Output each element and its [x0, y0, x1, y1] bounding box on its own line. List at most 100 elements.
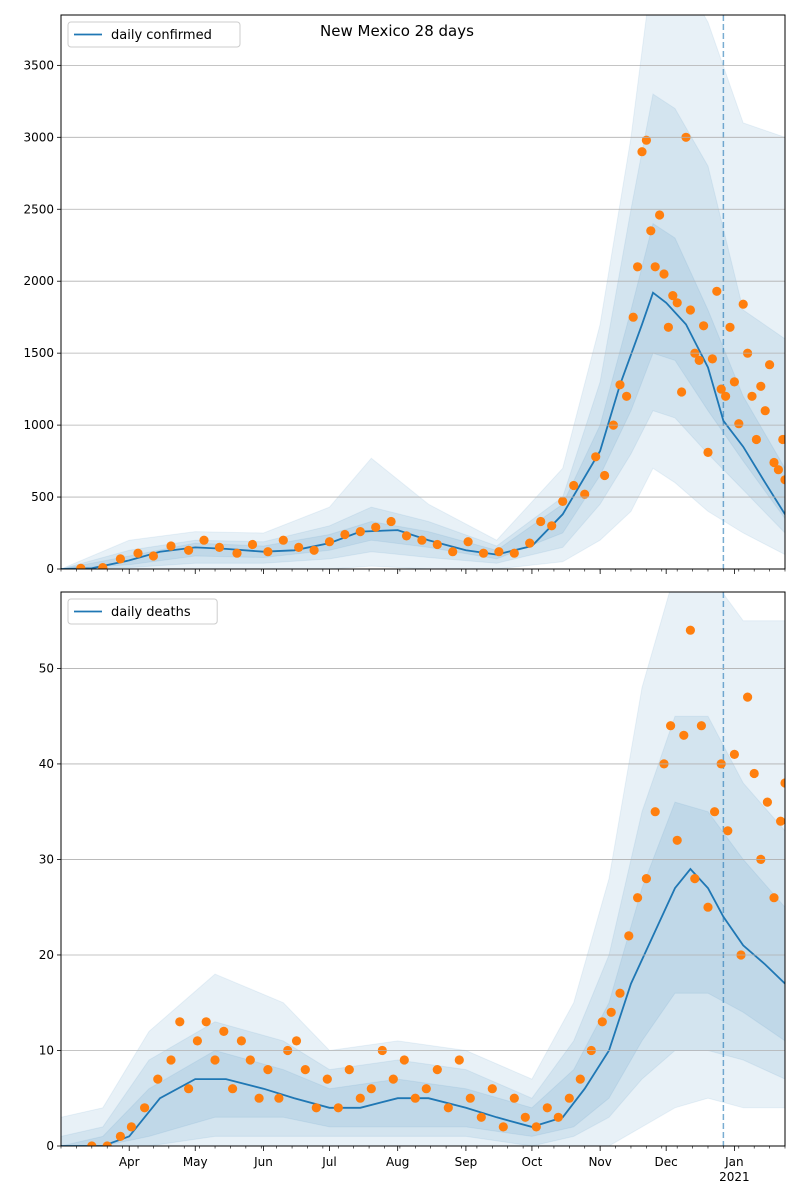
observed-point	[690, 874, 700, 884]
plot-area	[61, 592, 785, 1146]
observed-point	[712, 286, 722, 296]
observed-point	[175, 1017, 185, 1027]
observed-point	[263, 1065, 273, 1075]
observed-point	[710, 807, 720, 817]
observed-point	[531, 1122, 541, 1132]
observed-point	[184, 545, 194, 555]
observed-point	[703, 447, 713, 457]
observed-point	[646, 226, 656, 236]
observed-point	[324, 537, 335, 547]
observed-point	[778, 434, 785, 445]
observed-point	[575, 1074, 585, 1084]
observed-point	[201, 1017, 211, 1027]
observed-point	[655, 210, 665, 220]
observed-point	[153, 1074, 163, 1084]
y-tick-label: 0	[46, 1139, 54, 1153]
observed-point	[371, 522, 381, 532]
observed-point	[606, 1007, 616, 1017]
y-tick-label: 1500	[23, 346, 54, 360]
y-tick-label: 2500	[23, 202, 54, 216]
x-tick-label: Jan	[724, 1155, 744, 1169]
observed-point	[454, 1055, 464, 1065]
observed-point	[536, 516, 546, 527]
observed-point	[679, 730, 689, 740]
observed-point	[641, 135, 652, 145]
observed-point	[747, 391, 757, 401]
observed-point	[333, 1103, 343, 1113]
observed-point	[476, 1112, 486, 1122]
plot-area	[61, 15, 785, 569]
uncertainty-band-0	[61, 15, 785, 569]
observed-point	[448, 547, 458, 557]
observed-point	[760, 406, 770, 416]
observed-point	[278, 535, 288, 545]
observed-point	[300, 1065, 310, 1075]
observed-point	[417, 535, 427, 545]
x-tick-label: Aug	[386, 1155, 409, 1169]
observed-point	[641, 874, 652, 884]
observed-point	[236, 1036, 246, 1046]
uncertainty-band-1	[61, 93, 785, 569]
observed-point	[148, 551, 158, 561]
observed-point	[126, 1122, 136, 1132]
observed-point	[756, 381, 766, 391]
observed-point	[723, 826, 733, 836]
observed-point	[509, 1093, 519, 1103]
observed-point	[98, 563, 108, 569]
observed-point	[344, 1065, 354, 1075]
observed-point	[672, 835, 682, 845]
observed-point	[399, 1055, 409, 1065]
observed-point	[463, 537, 473, 547]
deaths-chart-panel: 0 10 20 30 40 50 Apr May Jun Jul Aug Sep Oct Nov Dec Ja…	[39, 591, 786, 1184]
observed-point	[87, 1141, 97, 1146]
observed-point	[542, 1103, 552, 1113]
observed-point	[199, 535, 209, 545]
observed-point	[624, 931, 634, 941]
y-tick-label: 50	[39, 661, 54, 675]
observed-point	[421, 1084, 431, 1094]
y-tick-label: 20	[39, 948, 54, 962]
y-tick-label: 0	[46, 562, 54, 576]
observed-point	[650, 807, 660, 817]
observed-point	[386, 516, 396, 527]
observed-point	[432, 539, 442, 550]
observed-point	[580, 489, 590, 499]
observed-point	[263, 547, 273, 557]
observed-point	[738, 299, 748, 309]
observed-point	[780, 778, 785, 788]
observed-point	[547, 521, 557, 531]
observed-point	[685, 305, 696, 315]
x-tick-label: Apr	[119, 1155, 140, 1169]
x-tick-label: Jun	[253, 1155, 273, 1169]
observed-point	[637, 147, 647, 157]
observed-point	[366, 1084, 376, 1094]
axes-frame	[60, 591, 786, 1147]
observed-point	[309, 545, 319, 555]
observed-point	[388, 1074, 398, 1084]
observed-point	[615, 988, 625, 998]
legend: daily deaths	[67, 598, 218, 625]
observed-point	[465, 1093, 475, 1103]
observed-point	[311, 1103, 321, 1113]
observed-point	[166, 1055, 176, 1065]
observed-point	[564, 1093, 574, 1103]
legend-label: daily confirmed	[111, 28, 212, 43]
observed-point	[140, 1103, 150, 1113]
observed-point	[628, 312, 638, 322]
observed-point	[721, 391, 731, 401]
x-tick-label: Sep	[455, 1155, 478, 1169]
observed-point	[677, 387, 687, 397]
observed-point	[355, 1093, 365, 1103]
observed-point	[115, 554, 125, 564]
observed-point	[228, 1084, 238, 1094]
x-tick-label: Jul	[321, 1155, 336, 1169]
observed-point	[558, 496, 568, 506]
observed-point	[210, 1055, 220, 1065]
y-tick-label: 40	[39, 757, 54, 771]
observed-point	[214, 542, 224, 553]
observed-point	[765, 360, 775, 370]
y-tick-label: 3500	[23, 58, 54, 72]
observed-point	[553, 1112, 563, 1122]
observed-point	[725, 322, 735, 332]
